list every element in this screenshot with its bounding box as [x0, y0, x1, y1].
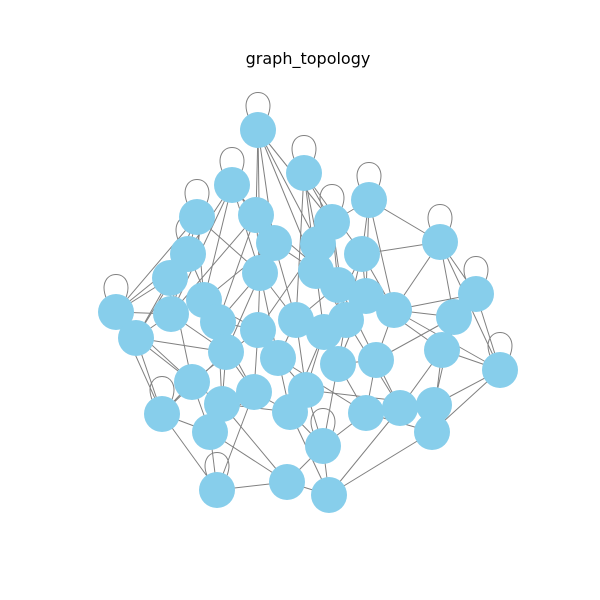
graph-edge	[328, 407, 401, 496]
graph-edge	[368, 199, 395, 311]
self-loop-edge	[291, 135, 317, 162]
self-loop-edge	[103, 274, 129, 301]
graph-node	[305, 428, 341, 464]
graph-node	[179, 199, 215, 235]
graph-node	[414, 414, 450, 450]
self-loop-edge	[310, 408, 336, 435]
graph-node	[118, 320, 154, 356]
graph-node	[260, 340, 296, 376]
graph-node	[269, 464, 305, 500]
graph-edge	[217, 214, 257, 323]
self-loop-edge	[149, 376, 175, 403]
graph-node	[382, 390, 418, 426]
graph-node	[200, 304, 236, 340]
graph-node	[204, 386, 240, 422]
self-loop-edge	[245, 92, 271, 119]
graph-node	[358, 342, 394, 378]
graph-node	[482, 352, 518, 388]
self-loop-edge	[319, 184, 345, 211]
graph-node	[199, 472, 235, 508]
graph-node	[214, 167, 250, 203]
graph-edge	[328, 431, 433, 496]
graph-node	[422, 224, 458, 260]
graph-node	[351, 182, 387, 218]
graph-node	[272, 394, 308, 430]
graph-node	[306, 314, 342, 350]
graph-node	[98, 294, 134, 330]
graph-node	[144, 396, 180, 432]
self-loop-edge	[184, 179, 210, 206]
graph-node	[153, 296, 189, 332]
graph-node	[376, 292, 412, 328]
graph-node	[174, 364, 210, 400]
self-loop-edge	[427, 204, 453, 231]
graph-node	[256, 225, 292, 261]
graph-node	[192, 414, 228, 450]
self-loop-edge	[487, 332, 513, 359]
graph-node	[152, 260, 188, 296]
graph-node	[278, 302, 314, 338]
graph-edge	[257, 129, 319, 245]
graph-node	[300, 226, 336, 262]
graph-node	[348, 395, 384, 431]
graph-edge	[115, 216, 198, 313]
graph-node	[286, 155, 322, 191]
graph-node	[240, 312, 276, 348]
self-loop-edge	[204, 452, 230, 479]
figure-title: graph_topology	[246, 49, 371, 69]
graph-node	[436, 299, 472, 335]
graph-node	[240, 112, 276, 148]
graph-node	[416, 387, 452, 423]
self-loop-edge	[463, 256, 489, 283]
graph-node	[238, 197, 274, 233]
graph-node	[320, 346, 356, 382]
graph-edge	[170, 214, 257, 315]
graph-node	[424, 332, 460, 368]
graph-node	[458, 276, 494, 312]
self-loop-layer	[103, 92, 513, 479]
graph-edge	[203, 184, 233, 301]
graph-node	[236, 374, 272, 410]
graph-node	[344, 236, 380, 272]
graph-node	[320, 267, 356, 303]
graph-node	[311, 477, 347, 513]
graph-node	[242, 255, 278, 291]
self-loop-edge	[356, 162, 382, 189]
graph-edge	[295, 172, 305, 321]
self-loop-edge	[219, 147, 245, 174]
graph-node	[348, 278, 384, 314]
node-layer	[98, 112, 518, 513]
graph-node	[208, 334, 244, 370]
